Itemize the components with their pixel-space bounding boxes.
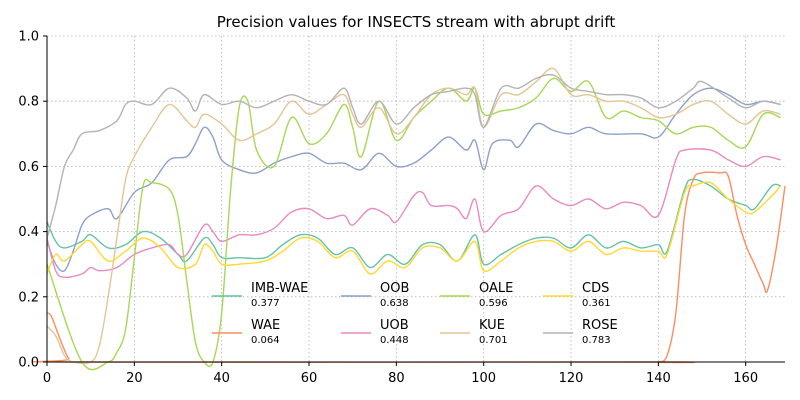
legend-score: 0.361 — [582, 298, 611, 309]
series-line-imb-wae — [46, 178, 781, 269]
legend-score: 0.448 — [380, 335, 409, 346]
y-tick-label: 0.8 — [18, 95, 39, 110]
legend-label: OALE — [479, 281, 513, 296]
legend-entry-imb-wae: IMB-WAE 0.377 — [212, 281, 308, 309]
grid-lines — [47, 35, 785, 362]
series-layer — [32, 67, 786, 371]
legend-score: 0.377 — [251, 298, 280, 309]
legend-score: 0.596 — [479, 298, 508, 309]
x-tick-label: 20 — [126, 371, 143, 386]
legend-entry-rose: ROSE 0.783 — [543, 318, 618, 346]
legend-score: 0.701 — [479, 335, 508, 346]
series-line-cds — [46, 181, 782, 275]
x-tick-label: 0 — [43, 371, 51, 386]
y-tick-label: 0.0 — [18, 356, 39, 371]
y-tick-label: 1.0 — [18, 30, 39, 45]
x-tick-label: 60 — [301, 371, 318, 386]
legend-score: 0.638 — [380, 298, 409, 309]
y-tick-label: 0.4 — [18, 225, 39, 240]
legend-label: KUE — [479, 318, 505, 333]
x-tick-label: 160 — [733, 371, 758, 386]
series-line-kue — [46, 67, 781, 365]
x-tick-label: 80 — [388, 371, 405, 386]
legend-label: CDS — [582, 281, 609, 296]
x-axis-ticks: 0 20 40 60 80 100 120 140 160 — [43, 362, 758, 386]
legend-entry-oob: OOB 0.638 — [341, 281, 409, 309]
series-line-wae — [32, 171, 786, 364]
y-tick-label: 0.2 — [18, 290, 39, 305]
legend-entry-wae: WAE 0.064 — [212, 318, 280, 346]
legend: IMB-WAE 0.377 WAE 0.064 OOB 0.638 UOB 0.448 OALE… — [212, 281, 618, 346]
legend-score: 0.783 — [582, 335, 611, 346]
series-line-rose — [46, 73, 781, 239]
series-line-oale — [46, 77, 781, 371]
legend-score: 0.064 — [251, 335, 280, 346]
x-tick-label: 100 — [471, 371, 496, 386]
x-tick-label: 120 — [559, 371, 584, 386]
legend-entry-oale: OALE 0.596 — [440, 281, 513, 309]
axes — [46, 36, 785, 363]
x-tick-label: 140 — [646, 371, 671, 386]
legend-label: ROSE — [582, 318, 618, 333]
legend-entry-uob: UOB 0.448 — [341, 318, 409, 346]
legend-label: OOB — [380, 281, 409, 296]
chart-title: Precision values for INSECTS stream with… — [217, 13, 616, 31]
legend-label: WAE — [251, 318, 280, 333]
legend-label: UOB — [380, 318, 409, 333]
legend-entry-cds: CDS 0.361 — [543, 281, 611, 309]
series-line-oob — [46, 87, 781, 273]
x-tick-label: 40 — [213, 371, 230, 386]
y-axis-ticks: 0.0 0.2 0.4 0.6 0.8 1.0 — [18, 30, 47, 371]
legend-entry-kue: KUE 0.701 — [440, 318, 508, 346]
series-line-uob — [46, 148, 781, 279]
legend-label: IMB-WAE — [251, 281, 308, 296]
y-tick-label: 0.6 — [18, 160, 39, 175]
